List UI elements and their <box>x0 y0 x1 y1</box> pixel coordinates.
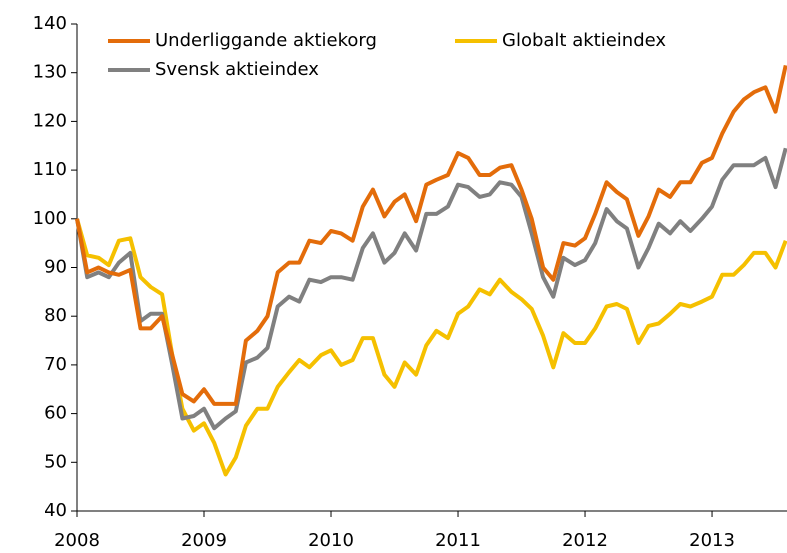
x-tick-label: 2010 <box>308 530 354 551</box>
y-tick-label: 130 <box>33 62 67 83</box>
y-tick-label: 50 <box>44 451 67 472</box>
y-tick-label: 40 <box>44 500 67 521</box>
series-line <box>75 218 787 477</box>
y-tick-label: 90 <box>44 257 67 278</box>
x-tick-label: 2012 <box>562 530 608 551</box>
y-tick-label: 60 <box>44 403 67 424</box>
x-tick-label: 2013 <box>689 530 735 551</box>
y-tick-label: 80 <box>44 305 67 326</box>
series-line <box>75 64 787 406</box>
x-tick-label: 2009 <box>181 530 227 551</box>
y-tick-label: 100 <box>33 208 67 229</box>
legend-label: Underliggande aktiekorg <box>155 30 377 51</box>
x-tick-label: 2008 <box>54 530 100 551</box>
legend-label: Globalt aktieindex <box>502 30 666 51</box>
y-tick-label: 120 <box>33 110 67 131</box>
y-tick-label: 110 <box>33 159 67 180</box>
y-tick-label: 70 <box>44 354 67 375</box>
y-tick-label: 140 <box>33 13 67 34</box>
series-line <box>75 147 787 431</box>
x-tick-label: 2011 <box>435 530 481 551</box>
legend-label: Svensk aktieindex <box>155 59 319 80</box>
